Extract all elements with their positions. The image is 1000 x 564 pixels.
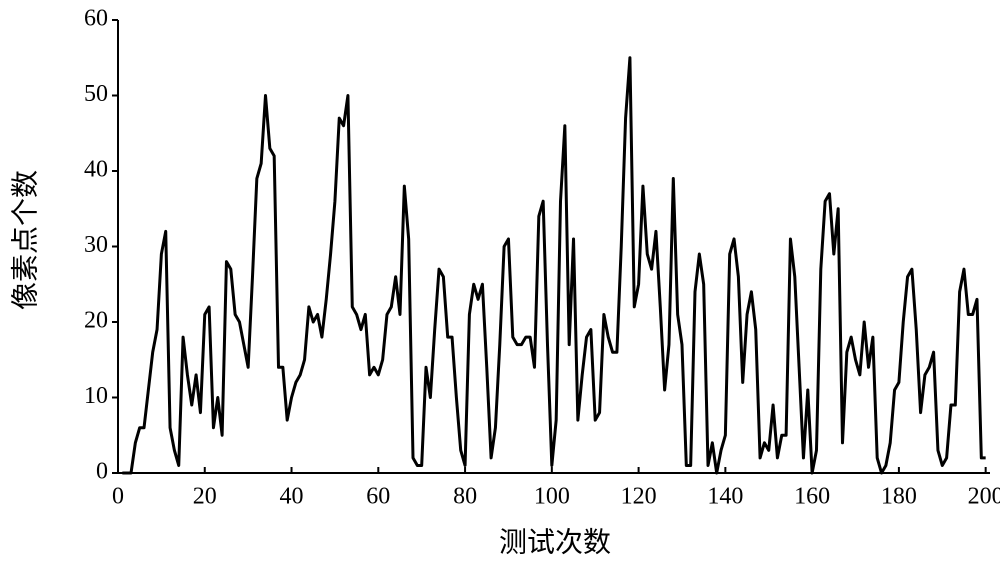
- y-tick-label: 20: [84, 308, 108, 334]
- y-axis-title: 像素点个数: [9, 170, 41, 310]
- data-line: [122, 56, 986, 475]
- x-axis-title: 测试次数: [499, 526, 611, 558]
- y-tick-label: 10: [84, 383, 108, 409]
- y-tick-label: 40: [84, 157, 108, 183]
- y-tick-label: 50: [84, 81, 108, 107]
- x-tick-label: 60: [366, 484, 390, 510]
- x-tick-label: 0: [112, 484, 124, 510]
- y-tick-label: 0: [96, 459, 108, 485]
- x-tick-label: 100: [534, 484, 570, 510]
- x-tick-label: 160: [794, 484, 830, 510]
- y-tick-label: 30: [84, 232, 108, 258]
- y-tick-label: 60: [84, 6, 108, 32]
- x-tick-label: 180: [881, 484, 917, 510]
- x-tick-label: 20: [193, 484, 217, 510]
- x-tick-label: 40: [280, 484, 304, 510]
- x-tick-label: 200: [968, 484, 1000, 510]
- x-tick-label: 80: [453, 484, 477, 510]
- x-tick-label: 140: [707, 484, 743, 510]
- x-tick-label: 120: [621, 484, 657, 510]
